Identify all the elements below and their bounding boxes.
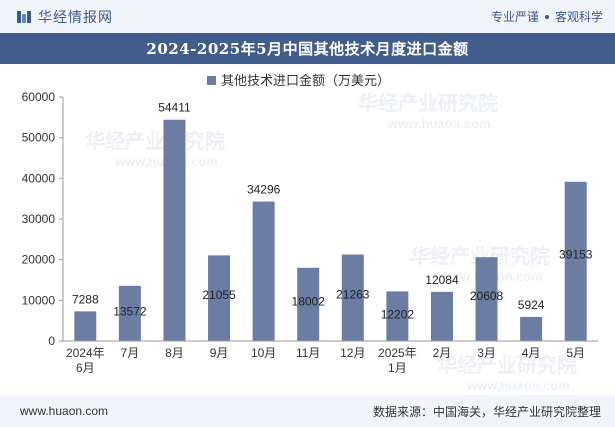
data-label: 18002	[292, 295, 326, 309]
data-label: 12084	[425, 273, 459, 287]
x-tick-label: 11月	[296, 346, 320, 360]
footer-source: 数据来源：中国海关，华经产业研究院整理	[372, 404, 601, 419]
bullet-dot-icon	[544, 14, 549, 19]
y-tick-label: 60000	[22, 90, 56, 104]
data-label: 13572	[113, 305, 147, 319]
y-tick-label: 40000	[22, 171, 56, 185]
title-bar: 2024-2025年5月中国其他技术月度进口金额	[0, 33, 615, 64]
bar	[341, 254, 364, 341]
data-label: 39153	[559, 247, 593, 261]
bar	[475, 257, 498, 341]
data-label: 21263	[336, 287, 370, 301]
watermark-layer: 华经产业研究院www.huaon.com华经产业研究院www.huaon.com…	[85, 91, 577, 393]
x-tick-label: 2月	[433, 346, 452, 360]
y-tick-label: 50000	[22, 131, 56, 145]
bar	[386, 291, 409, 341]
watermark-url: www.huaon.com	[466, 378, 570, 393]
footer: www.huaon.com 数据来源：中国海关，华经产业研究院整理	[0, 395, 615, 427]
bar	[297, 267, 320, 341]
legend-label: 其他技术进口金额（万美元）	[221, 73, 390, 88]
bar	[520, 316, 543, 341]
watermark-text: 华经产业研究院	[85, 129, 225, 153]
x-tick-label: 4月	[522, 346, 541, 360]
x-tick-label: 9月	[210, 346, 229, 360]
bars: 7288 13572 54411 21055 34296 18002 21263 12202 1…	[72, 101, 593, 341]
data-label: 7288	[72, 292, 99, 306]
chart-legend: 其他技术进口金额（万美元）	[207, 73, 390, 88]
x-tick-label: 10月	[251, 346, 276, 360]
watermark-text: 华经产业研究院	[437, 353, 577, 377]
x-axis: 2024年 6月 7月 8月 9月 10月 11月 12月 2025年 1月 2月 3月 4月 5月	[63, 340, 598, 375]
watermark-text: 华经产业研究院	[358, 91, 498, 115]
bar-chart: 华经产业研究院www.huaon.com华经产业研究院www.huaon.com…	[22, 73, 598, 393]
x-tick-label: 7月	[121, 346, 140, 360]
bar	[74, 311, 97, 341]
chart-title: 2024-2025年5月中国其他技术月度进口金额	[146, 40, 469, 58]
y-tick-label: 10000	[22, 293, 56, 307]
brand: 华经情报网	[16, 7, 113, 27]
tagline-left: 专业严谨	[490, 10, 539, 24]
x-tick-label: 2024年 6月	[66, 346, 105, 375]
footer-url: www.huaon.com	[20, 404, 109, 418]
x-tick-label: 3月	[477, 346, 496, 360]
brand-name: 华经情报网	[38, 8, 113, 25]
top-bar: 华经情报网 专业严谨 客观科学	[0, 0, 615, 33]
watermark-url: www.huaon.com	[387, 116, 491, 131]
huajing-logo-icon	[17, 10, 31, 23]
data-label: 21055	[202, 288, 236, 302]
legend-swatch	[207, 76, 216, 85]
bar	[163, 119, 186, 341]
x-tick-label: 8月	[165, 346, 184, 360]
bar	[564, 181, 587, 341]
y-tick-label: 20000	[22, 253, 56, 267]
x-tick-label: 2025年 1月	[378, 346, 417, 375]
data-label: 20608	[470, 289, 504, 303]
data-label: 12202	[381, 308, 415, 322]
data-label: 34296	[247, 183, 281, 197]
y-tick-label: 30000	[22, 212, 56, 226]
bar	[252, 201, 275, 341]
x-tick-label: 12月	[340, 346, 365, 360]
tagline-right: 客观科学	[554, 10, 603, 24]
data-label: 54411	[158, 101, 191, 115]
y-tick-label: 0	[48, 334, 55, 348]
data-label: 5924	[518, 298, 545, 312]
y-axis: 0 10000 20000 30000 40000 50000 60000	[22, 90, 64, 348]
tagline: 专业严谨 客观科学	[491, 8, 603, 25]
bar	[208, 255, 231, 341]
bar	[118, 285, 141, 341]
x-tick-label: 5月	[566, 346, 585, 360]
bar	[430, 291, 453, 341]
